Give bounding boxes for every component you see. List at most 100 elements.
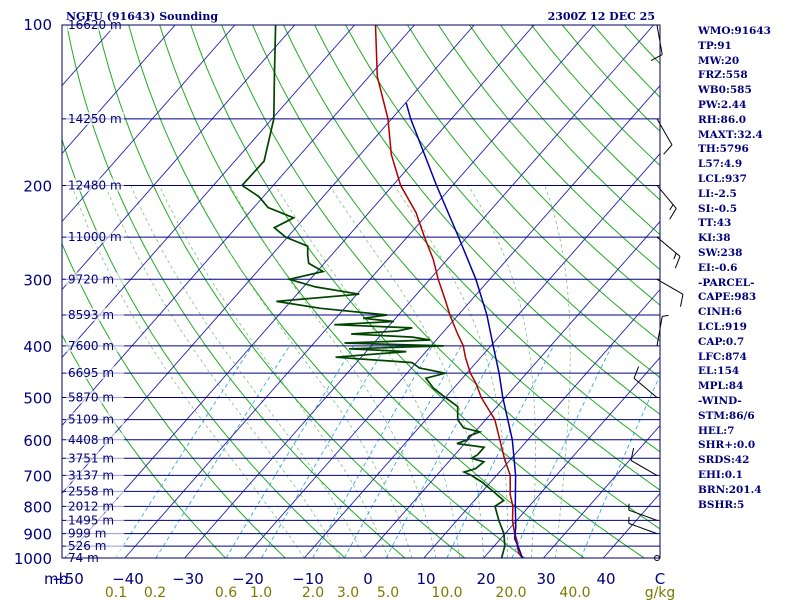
mixing-ratio-label: 40.0 [559,585,590,600]
index-item: MAXT:32.4 [698,128,763,141]
height-label: 1495 m [68,513,114,527]
mixing-ratio-label: 5.0 [377,585,399,600]
dewpoint-profile [240,25,506,558]
height-label-bg [66,338,124,352]
parcel-path [405,102,524,558]
height-label-bg [66,526,124,540]
height-label-bg [66,513,124,527]
height-label: 526 m [68,539,106,553]
pressure-label: 600 [23,432,52,450]
mixing-ratio-label: 3.0 [337,585,359,600]
index-item: CAP:0.7 [698,335,745,348]
height-label: 5109 m [68,413,114,427]
wind-barb [628,517,658,535]
index-item: MW:20 [698,54,740,67]
isotherm [62,25,355,359]
temperature-axis-label: 10 [416,570,435,588]
index-item: RH:86.0 [698,113,747,126]
pressure-labels: 100 200 300 400 500 600 700 800 900 1000 [14,16,52,568]
sounding-lines [240,25,524,558]
height-label: 9720 m [68,272,114,286]
height-label: 6695 m [68,366,114,380]
index-item: TT:43 [698,217,732,230]
index-item: MPL:84 [698,380,744,393]
height-label-bg [66,451,124,465]
height-label: 2558 m [68,484,114,498]
height-label: 12480 m [68,178,122,192]
mixing-ratio-label: 2.0 [302,585,324,600]
index-item: EHI:0.1 [698,468,743,481]
mixing-ratio-labels: 0.1 0.2 0.6 1.0 2.0 3.0 5.0 10.0 20.0 40.0 g/kg [105,585,675,600]
wind-barb [630,447,658,476]
isotherm [543,424,660,558]
height-label-bg [66,484,124,498]
index-item: SW:238 [698,246,743,259]
temperature-axis-label: C [655,570,665,588]
moist-adiabat [393,185,509,558]
height-label-bg [66,412,124,426]
temperature-axis-label: 30 [536,570,555,588]
height-label-bg [66,499,124,513]
index-item: STM:86/6 [698,409,755,422]
mixing-ratio-label: 10.0 [431,585,462,600]
wind-barb [633,366,658,398]
pressure-label: 700 [23,467,52,485]
index-item: WB0:585 [698,84,752,97]
moist-adiabat [229,185,437,558]
index-item: L57:4.9 [698,158,743,171]
temperature-axis-label: 20 [476,570,495,588]
pressure-label: 200 [23,177,52,195]
isotherm [423,288,660,558]
pressure-label: 500 [23,390,52,408]
index-item: WMO:91643 [698,25,771,37]
index-item: CINH:6 [698,306,742,319]
isotherm [303,152,660,558]
temperature-axis-label: −10 [292,570,324,588]
index-item: TH:5796 [698,143,749,156]
pressure-label: 400 [23,338,52,356]
temperature-profile [374,25,524,558]
index-item: EL:154 [698,365,740,378]
height-label: 7600 m [68,339,114,353]
index-item: LFC:874 [698,350,747,363]
index-item: SI:-0.5 [698,202,737,215]
mixing-ratio-label: 0.6 [215,585,237,600]
index-item: -WIND- [698,394,742,407]
index-item: LI:-2.5 [698,187,737,200]
temperature-axis-label: −20 [232,570,264,588]
pressure-label: 300 [23,271,52,289]
station-title: NGFU (91643) Sounding [66,10,218,23]
temperature-labels: mb−50 −40 −30 −20 −10 0 10 20 30 40 C [44,570,665,588]
isotherm [184,25,654,558]
mixing-ratio-label: 20.0 [495,585,526,600]
height-label: 14250 m [68,112,122,126]
moist-adiabat [104,185,341,558]
index-item: TP:91 [698,39,732,52]
temperature-axis-label: −30 [172,570,204,588]
wind-barb [656,236,681,269]
index-item: SRDS:42 [698,454,750,467]
wind-barbs [628,24,684,561]
moist-adiabat [191,185,413,558]
height-label-bg [66,111,124,125]
isotherm [62,25,236,223]
index-item: EI:-0.6 [698,261,738,274]
height-label: 4408 m [68,433,114,447]
isotherm [62,25,296,291]
wind-barb [628,503,658,521]
index-item: BRN:201.4 [698,483,762,496]
height-label: 11000 m [68,230,122,244]
index-item: FRZ:558 [698,69,748,82]
wind-barb [656,278,684,307]
mixing-ratio-label: 0.1 [105,585,127,600]
height-label-bg [66,366,124,380]
index-item: KI:38 [698,232,731,245]
height-label-bg [66,178,124,192]
plot-frame [61,24,661,559]
height-label: 2012 m [68,499,114,513]
temperature-axis-label: 0 [363,570,373,588]
index-item: HEL:7 [698,424,735,437]
height-label: 3751 m [68,451,114,465]
pressure-label: 900 [23,526,52,544]
